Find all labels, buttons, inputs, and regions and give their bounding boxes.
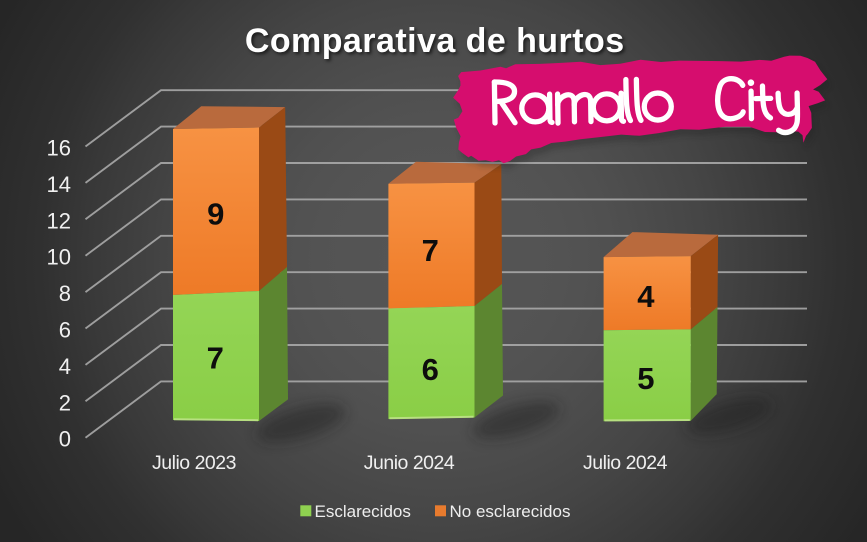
- svg-text:Esclarecidos: Esclarecidos: [315, 502, 411, 521]
- svg-text:Julio 2024: Julio 2024: [583, 452, 668, 474]
- svg-text:7: 7: [207, 340, 224, 375]
- svg-text:9: 9: [207, 197, 224, 232]
- svg-text:Julio 2023: Julio 2023: [152, 452, 236, 474]
- svg-text:2: 2: [59, 390, 71, 415]
- svg-text:6: 6: [59, 318, 71, 343]
- svg-text:10: 10: [47, 245, 71, 270]
- svg-text:No esclarecidos: No esclarecidos: [450, 502, 571, 521]
- svg-text:0: 0: [59, 427, 71, 452]
- svg-text:7: 7: [422, 233, 439, 268]
- svg-text:Comparativa de hurtos: Comparativa de hurtos: [245, 22, 625, 60]
- svg-text:12: 12: [47, 208, 71, 233]
- svg-text:Junio 2024: Junio 2024: [364, 452, 455, 474]
- svg-text:16: 16: [47, 136, 71, 161]
- svg-text:14: 14: [47, 172, 71, 197]
- svg-text:6: 6: [422, 352, 439, 387]
- svg-text:8: 8: [59, 281, 71, 306]
- svg-text:4: 4: [637, 279, 655, 314]
- svg-text:4: 4: [59, 354, 71, 379]
- svg-text:5: 5: [637, 361, 654, 396]
